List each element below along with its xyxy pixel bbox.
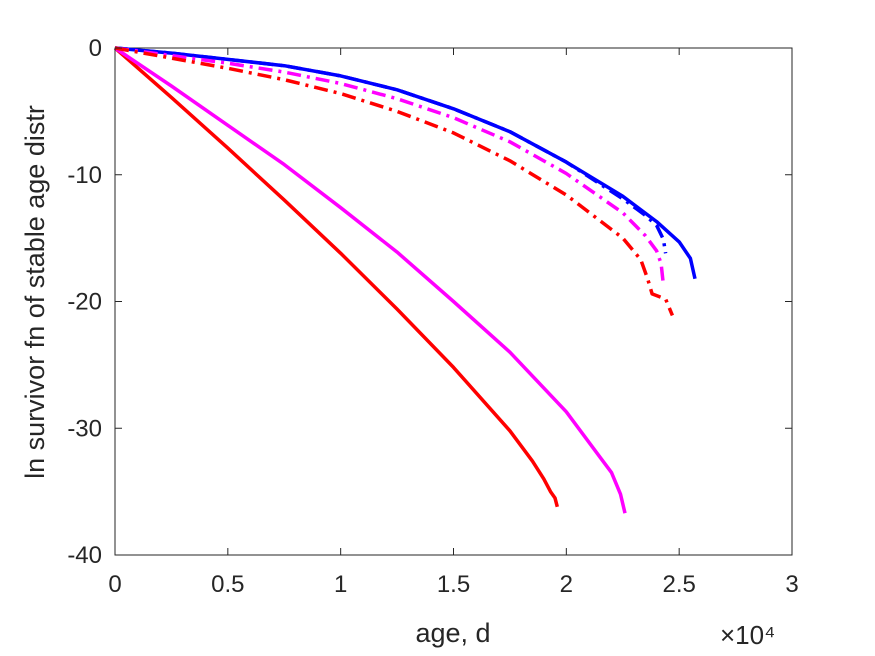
series-line-4 xyxy=(114,46,668,254)
x-axis-label: age, d xyxy=(415,618,490,648)
x-tick-label: 1.5 xyxy=(437,571,470,598)
x-tick-label: 3 xyxy=(785,571,798,598)
x-tick-label: 1 xyxy=(334,571,347,598)
x-tick-label: 0.5 xyxy=(211,571,244,598)
series-line-2 xyxy=(114,46,627,514)
x-axis-exponent-label: ×10⁴ xyxy=(720,620,775,650)
series-line-6 xyxy=(114,46,675,317)
series-layer xyxy=(113,46,697,514)
x-tick-label: 2 xyxy=(560,571,573,598)
y-tick-label: -40 xyxy=(67,542,102,569)
series-line-1 xyxy=(113,46,559,508)
series-line-5 xyxy=(114,46,666,286)
x-tick-label: 0 xyxy=(108,571,121,598)
x-tick-label: 2.5 xyxy=(662,571,695,598)
y-tick-label: -10 xyxy=(67,162,102,189)
y-tick-label: -30 xyxy=(67,415,102,442)
x-axis-ticks: 0 0.5 1 1.5 2 2.5 3 xyxy=(108,48,799,598)
y-axis-ticks: 0 -10 -20 -30 -40 xyxy=(67,35,792,569)
y-axis-label: ln survivor fn of stable age distr xyxy=(20,105,50,479)
y-tick-label: -20 xyxy=(67,289,102,316)
y-tick-label: 0 xyxy=(89,35,102,62)
